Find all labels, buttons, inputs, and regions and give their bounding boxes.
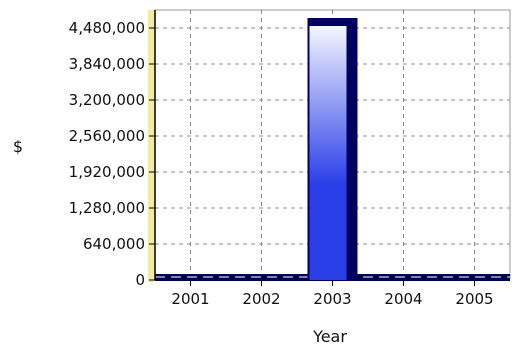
y-tick-label: 4,480,000 <box>69 19 145 37</box>
y-tick-label: 2,560,000 <box>69 127 145 145</box>
x-tick-label: 2003 <box>313 290 351 308</box>
y-tick-label: 1,280,000 <box>69 199 145 217</box>
x-tick-label: 2002 <box>242 290 280 308</box>
plot-wall <box>148 10 155 282</box>
y-axis-title: $ <box>13 137 23 156</box>
y-tick-label: 640,000 <box>83 235 145 253</box>
x-tick-label: 2001 <box>171 290 209 308</box>
x-axis-ticks: 2001 2002 2003 2004 2005 <box>171 280 494 308</box>
bars <box>155 18 510 281</box>
x-axis-title: Year <box>312 327 347 346</box>
y-tick-label: 0 <box>135 271 145 289</box>
y-tick-label: 1,920,000 <box>69 163 145 181</box>
y-tick-label: 3,840,000 <box>69 55 145 73</box>
x-tick-label: 2005 <box>455 290 493 308</box>
y-axis-ticks: 0 640,000 1,280,000 1,920,000 2,560,000 3,200… <box>69 19 155 289</box>
x-tick-label: 2004 <box>384 290 422 308</box>
y-tick-label: 3,200,000 <box>69 91 145 109</box>
bar-face-2003 <box>309 26 347 280</box>
